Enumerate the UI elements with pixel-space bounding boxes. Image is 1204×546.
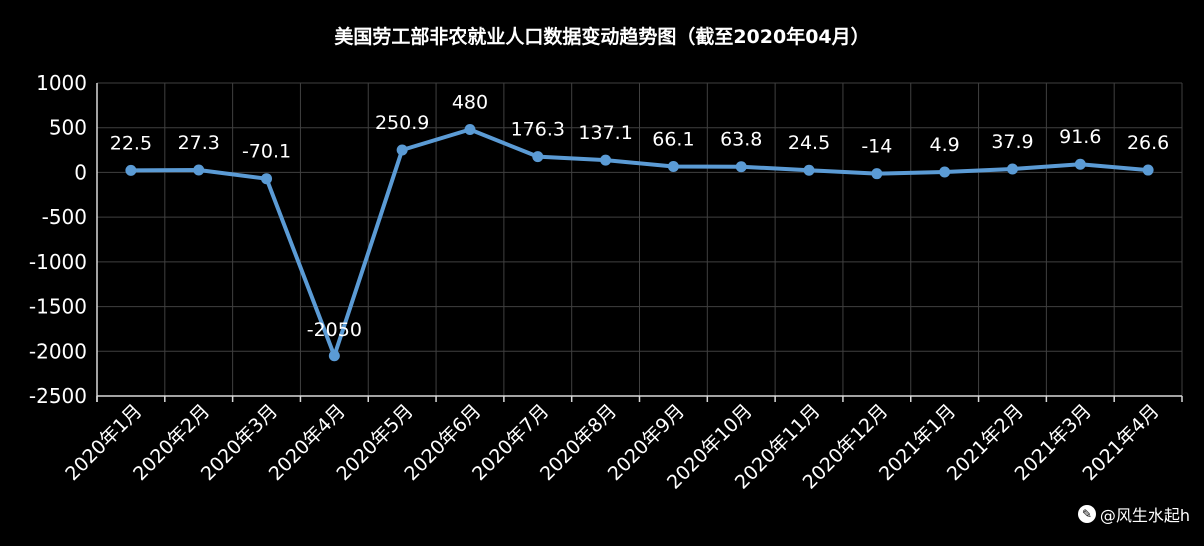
y-tick-label: 1000	[36, 71, 87, 95]
y-tick-label: -2000	[29, 339, 87, 363]
data-point	[871, 168, 883, 180]
data-point	[939, 166, 951, 178]
data-point	[1142, 164, 1154, 176]
data-point	[1006, 163, 1018, 175]
data-label: -70.1	[242, 141, 291, 163]
data-label: 480	[452, 92, 488, 114]
data-label: 26.6	[1127, 132, 1169, 154]
data-label: 66.1	[652, 129, 694, 151]
y-tick-label: 500	[49, 116, 87, 140]
x-tick-labels: 2020年1月2020年2月2020年3月2020年4月2020年5月2020年…	[61, 400, 1163, 494]
y-tick-label: -2500	[29, 384, 87, 408]
data-point	[1074, 158, 1086, 170]
feather-logo-icon: ✎	[1077, 505, 1096, 523]
y-tick-label: -1000	[29, 250, 87, 274]
data-label: 176.3	[511, 119, 565, 141]
data-label: 27.3	[178, 132, 220, 154]
data-point	[667, 161, 679, 173]
data-point	[261, 173, 273, 185]
data-point	[803, 164, 815, 176]
data-label: -14	[861, 136, 892, 158]
data-label: 24.5	[788, 132, 830, 154]
watermark-text: @风生水起h	[1099, 506, 1190, 525]
data-label: 4.9	[930, 134, 960, 156]
gridlines	[96, 82, 1183, 396]
data-label: -2050	[307, 319, 362, 341]
data-label: 63.8	[720, 129, 762, 151]
data-point	[193, 164, 205, 176]
data-point	[328, 350, 340, 362]
data-point	[600, 154, 612, 166]
data-point	[532, 151, 544, 163]
y-tick-label: -1500	[29, 295, 87, 319]
data-label: 91.6	[1059, 126, 1101, 148]
data-label: 137.1	[578, 122, 632, 144]
data-point	[735, 161, 747, 173]
data-label: 37.9	[991, 131, 1033, 153]
data-label: 22.5	[110, 132, 152, 154]
series-line-group	[125, 124, 1154, 362]
watermark: ✎ @风生水起h	[1077, 502, 1190, 526]
y-tick-label: -500	[42, 205, 87, 229]
data-label: 250.9	[375, 112, 429, 134]
data-point	[396, 144, 408, 156]
series-line	[128, 127, 1151, 358]
data-labels: 22.5 27.3 -70.1 -2050 250.9 480 176.3 137.1 66.1…	[110, 92, 1170, 341]
y-tick-labels: 1000 500 0 -500 -1000 -1500 -2000 -2500	[29, 71, 87, 408]
data-point	[125, 164, 137, 176]
axes	[96, 83, 1183, 402]
data-point	[464, 124, 476, 136]
chart-title: 美国劳工部非农就业人口数据变动趋势图（截至2020年04月）	[334, 26, 870, 48]
y-tick-label: 0	[74, 160, 87, 184]
